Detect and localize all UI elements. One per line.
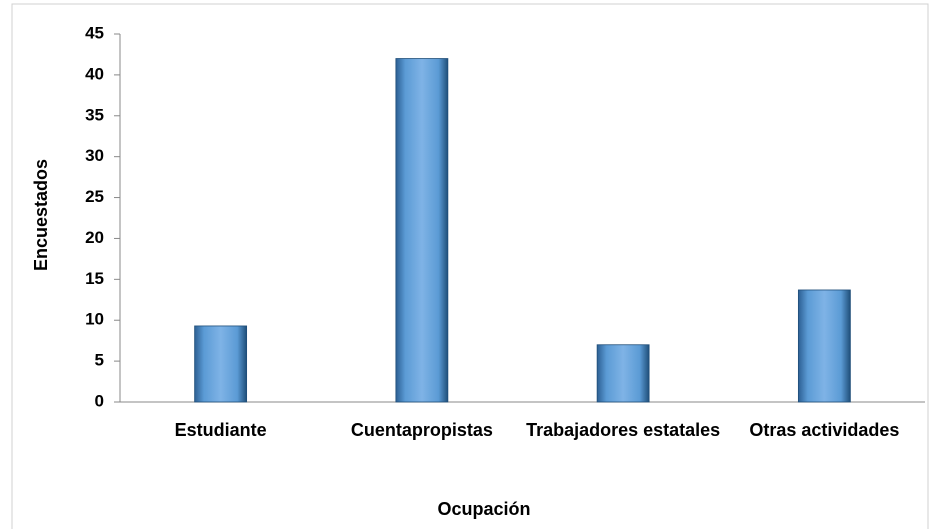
x-tick-label: Otras actividades [749,420,900,440]
x-tick-label: Trabajadores estatales [526,420,721,440]
y-tick-label: 30 [85,146,104,165]
x-tick-label: Estudiante [174,420,267,440]
y-axis-title: Encuestados [31,159,51,271]
chart-frame [11,3,929,529]
y-tick-label: 15 [85,269,104,288]
bar [395,58,449,403]
y-tick-label: 40 [85,64,104,83]
x-axis-title: Ocupación [437,499,530,519]
y-tick-label: 10 [85,310,104,329]
x-tick-label: Cuentapropistas [350,420,493,440]
y-tick-label: 5 [95,351,104,370]
y-tick-label: 20 [85,228,104,247]
bar [596,344,650,403]
y-tick-label: 0 [95,391,104,410]
bar [797,289,851,403]
y-tick-label: 25 [85,187,104,206]
y-tick-label: 35 [85,105,104,124]
bar [194,325,248,403]
y-tick-label: 45 [85,23,104,42]
